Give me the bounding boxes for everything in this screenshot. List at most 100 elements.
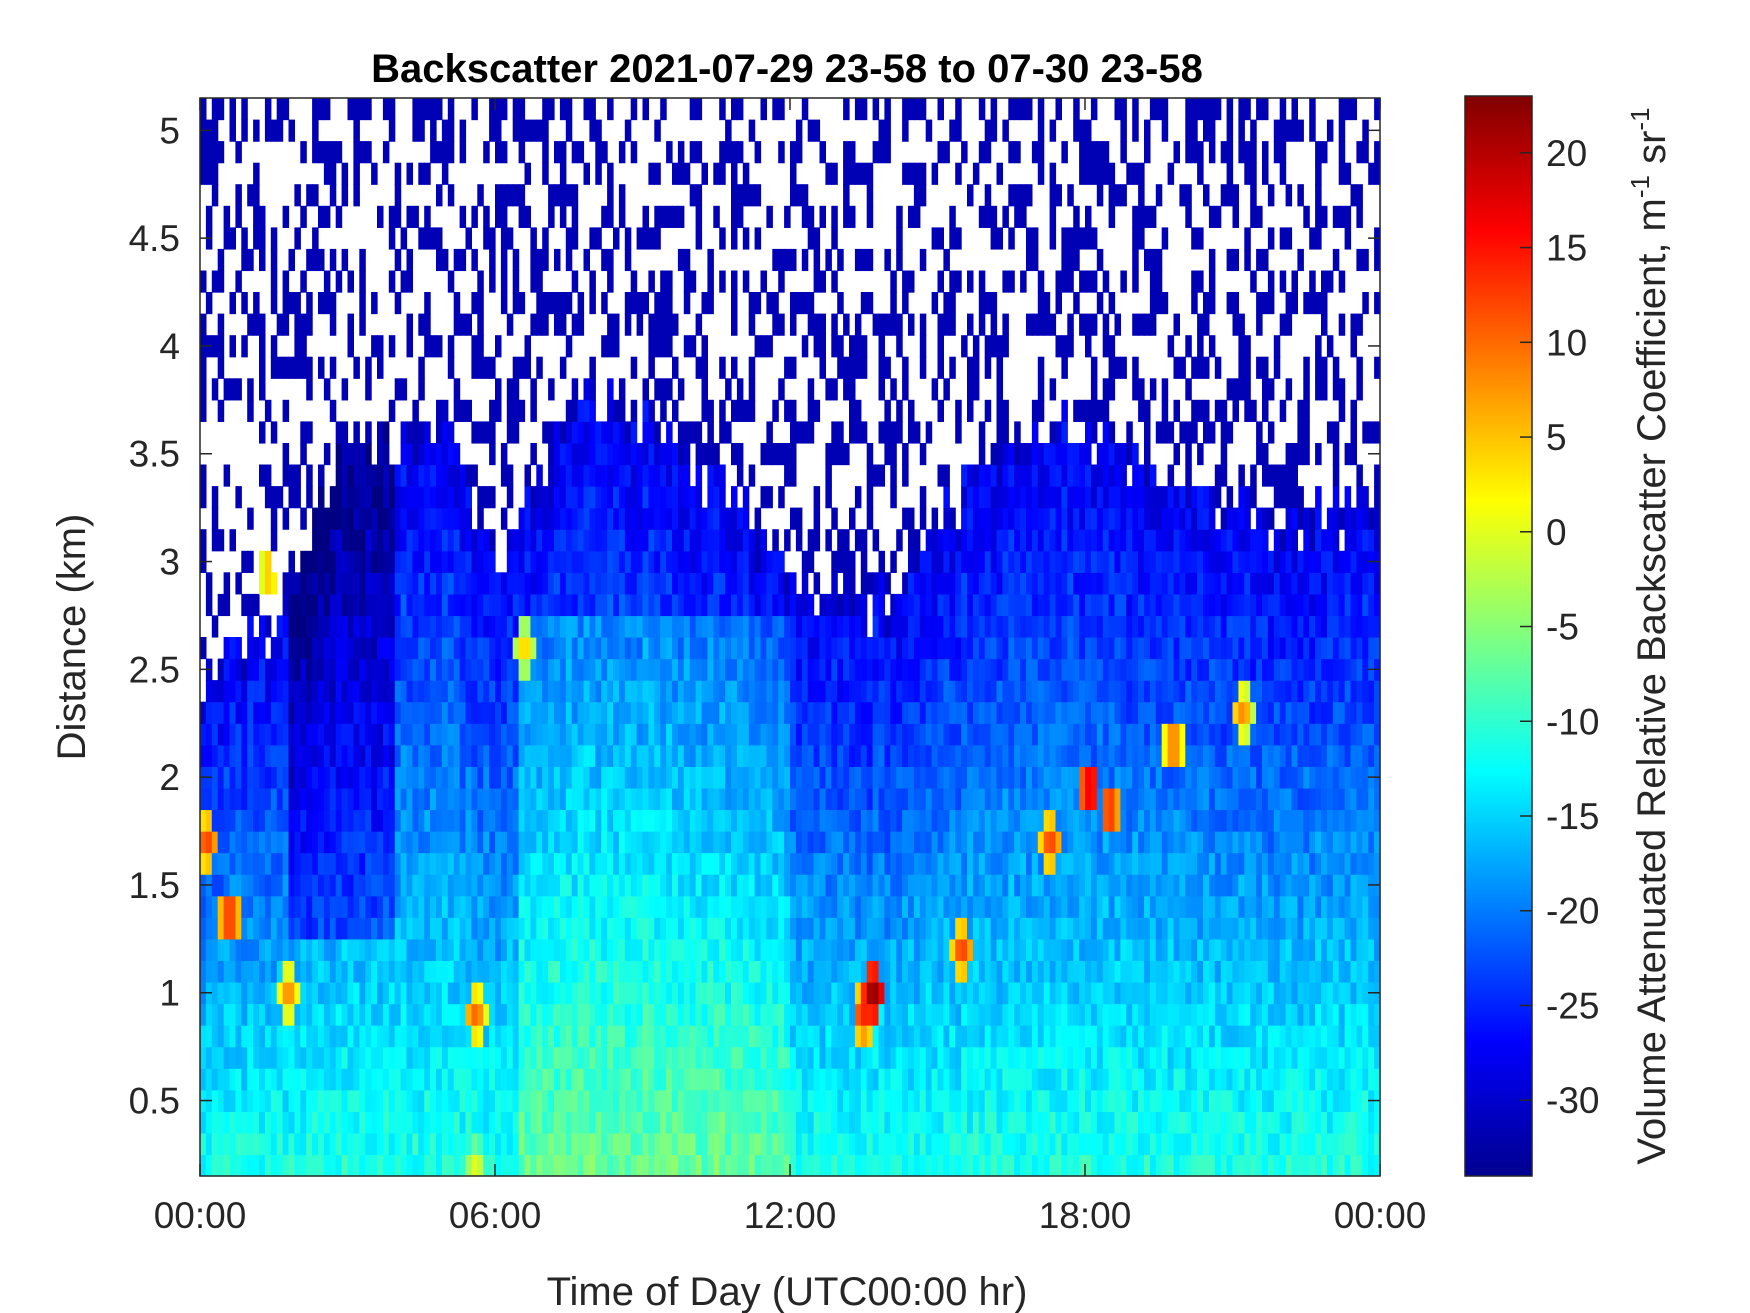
heatmap-cell (441, 1068, 449, 1091)
heatmap-cell (831, 227, 838, 250)
heatmap-cell (801, 787, 809, 811)
heatmap-cell (548, 960, 555, 983)
heatmap-cell (801, 895, 809, 918)
heatmap-cell (441, 637, 449, 660)
heatmap-cell (784, 831, 791, 854)
heatmap-cell (294, 895, 301, 918)
heatmap-cell (660, 335, 667, 358)
heatmap-cell (400, 852, 408, 875)
heatmap-cell (754, 658, 762, 681)
heatmap-cell (701, 1154, 708, 1177)
heatmap-cell (742, 766, 750, 789)
heatmap-cell (536, 1154, 543, 1177)
heatmap-cell (872, 1046, 880, 1069)
heatmap-cell (400, 507, 408, 530)
heatmap-cell (430, 593, 437, 617)
heatmap-cell (306, 1025, 313, 1048)
heatmap-cell (896, 852, 903, 875)
heatmap-cell (565, 464, 573, 487)
heatmap-cell (931, 593, 939, 617)
heatmap-cell (259, 680, 266, 703)
heatmap-cell (890, 464, 897, 487)
heatmap-cell (707, 1089, 714, 1112)
heatmap-cell (961, 680, 968, 703)
heatmap-cell (937, 399, 944, 422)
heatmap-cell (341, 744, 349, 767)
heatmap-cell (554, 593, 561, 617)
heatmap-cell (837, 917, 844, 940)
heatmap-cell (919, 852, 927, 875)
heatmap-cell (518, 1003, 526, 1026)
heatmap-cell (672, 723, 679, 746)
heatmap-cell (843, 356, 850, 379)
heatmap-cell (276, 313, 284, 336)
heatmap-cell (795, 658, 803, 681)
heatmap-cell (471, 550, 478, 573)
heatmap-cell (495, 658, 502, 681)
heatmap-cell (259, 766, 266, 789)
heatmap-cell (217, 744, 225, 767)
heatmap-cell (972, 744, 980, 767)
heatmap-cell (908, 162, 915, 185)
heatmap-cell (967, 982, 974, 1005)
heatmap-cell (371, 960, 378, 983)
heatmap-cell (908, 680, 915, 703)
heatmap-cell (725, 938, 732, 961)
heatmap-cell (318, 895, 325, 918)
heatmap-cell (908, 1154, 915, 1177)
heatmap-cell (701, 658, 708, 681)
heatmap-cell (365, 572, 372, 595)
heatmap-cell (341, 658, 349, 681)
heatmap-cell (701, 529, 708, 552)
heatmap-cell (731, 852, 738, 875)
heatmap-cell (524, 1003, 531, 1026)
heatmap-cell (919, 184, 927, 207)
heatmap-cell (312, 852, 319, 875)
heatmap-cell (630, 831, 638, 854)
heatmap-cell (672, 356, 679, 379)
heatmap-cell (748, 593, 756, 617)
heatmap-cell (695, 960, 703, 983)
heatmap-cell (967, 1046, 974, 1069)
heatmap-cell (931, 960, 939, 983)
heatmap-cell (288, 464, 295, 487)
heatmap-cell (371, 572, 378, 595)
heatmap-cell (955, 421, 962, 444)
heatmap-cell (571, 874, 579, 897)
heatmap-cell (849, 378, 856, 401)
heatmap-cell (253, 787, 260, 811)
heatmap-cell (813, 1132, 821, 1156)
heatmap-cell (943, 658, 950, 681)
heatmap-cell (813, 270, 821, 293)
heatmap-cell (571, 766, 579, 789)
heatmap-cell (365, 141, 372, 164)
heatmap-cell (542, 723, 549, 746)
heatmap-cell (300, 270, 307, 293)
heatmap-cell (436, 960, 443, 983)
heatmap-cell (400, 982, 408, 1005)
heatmap-cell (677, 1132, 685, 1156)
heatmap-cell (689, 1111, 697, 1134)
heatmap-cell (831, 313, 838, 336)
heatmap-cell (849, 421, 856, 444)
heatmap-cell (831, 874, 838, 897)
heatmap-cell (683, 723, 691, 746)
heatmap-cell (849, 399, 856, 422)
heatmap-cell (264, 486, 272, 509)
heatmap-cell (412, 119, 419, 142)
heatmap-cell (270, 227, 278, 250)
heatmap-cell (672, 1132, 679, 1156)
heatmap-cell (648, 615, 655, 638)
heatmap-cell (489, 593, 496, 617)
heatmap-cell (259, 205, 266, 228)
heatmap-cell (825, 464, 832, 487)
heatmap-cell (377, 637, 384, 660)
heatmap-cell (217, 917, 225, 940)
heatmap-cell (908, 895, 915, 918)
heatmap-cell (436, 1025, 443, 1048)
heatmap-cell (571, 1025, 579, 1048)
heatmap-cell (259, 723, 266, 746)
heatmap-cell (371, 852, 378, 875)
heatmap-cell (406, 938, 413, 961)
heatmap-cell (795, 1025, 803, 1048)
